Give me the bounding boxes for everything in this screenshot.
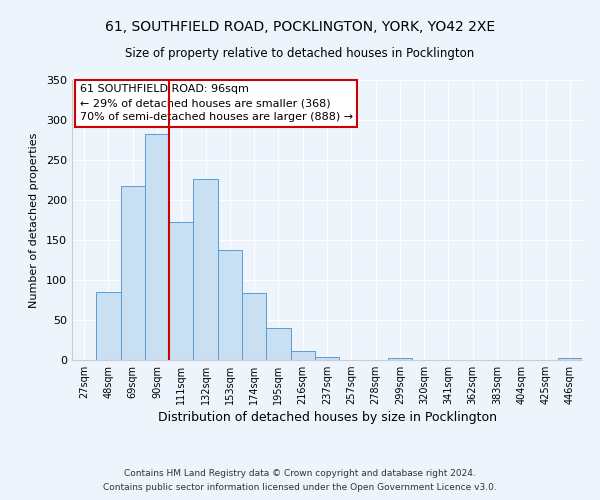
Bar: [96, 292, 121, 360]
Bar: [266, 328, 290, 360]
X-axis label: Distribution of detached houses by size in Pocklington: Distribution of detached houses by size …: [157, 412, 497, 424]
Bar: [388, 358, 412, 360]
Text: Contains public sector information licensed under the Open Government Licence v3: Contains public sector information licen…: [103, 484, 497, 492]
Y-axis label: Number of detached properties: Number of detached properties: [29, 132, 39, 308]
Bar: [242, 293, 266, 360]
Text: Contains HM Land Registry data © Crown copyright and database right 2024.: Contains HM Land Registry data © Crown c…: [124, 468, 476, 477]
Bar: [193, 179, 218, 360]
Bar: [169, 222, 193, 360]
Text: 61, SOUTHFIELD ROAD, POCKLINGTON, YORK, YO42 2XE: 61, SOUTHFIELD ROAD, POCKLINGTON, YORK, …: [105, 20, 495, 34]
Text: 61 SOUTHFIELD ROAD: 96sqm
← 29% of detached houses are smaller (368)
70% of semi: 61 SOUTHFIELD ROAD: 96sqm ← 29% of detac…: [80, 84, 353, 122]
Bar: [558, 358, 582, 360]
Bar: [145, 134, 169, 360]
Bar: [218, 250, 242, 360]
Text: Size of property relative to detached houses in Pocklington: Size of property relative to detached ho…: [125, 48, 475, 60]
Bar: [290, 351, 315, 360]
Bar: [121, 186, 145, 360]
Bar: [315, 357, 339, 360]
